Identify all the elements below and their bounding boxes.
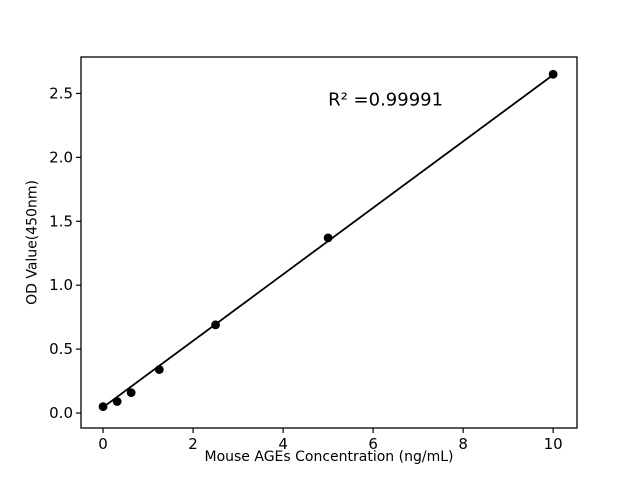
data-series (98, 69, 558, 412)
data-point (211, 320, 220, 330)
data-point (154, 365, 164, 374)
data-point (98, 402, 108, 412)
y-tick-label: 1.0 (49, 276, 73, 294)
r-squared-annotation: R² =0.99991 (328, 89, 443, 110)
plot-area-border (80, 56, 578, 429)
x-tick-label: 6 (368, 435, 378, 453)
data-point (126, 388, 136, 397)
y-tick-label: 2.0 (49, 148, 73, 166)
data-point (323, 233, 333, 243)
data-point (548, 69, 558, 79)
data-point (112, 397, 122, 406)
x-axis-label: Mouse AGEs Concentration (ng/mL) (205, 449, 454, 465)
y-tick-label: 2.5 (49, 84, 73, 102)
axes-ticks: 0 2 4 6 8 10 0.0 0.5 1.0 1.5 2.0 2.5 (49, 84, 563, 453)
y-tick-label: 0.0 (49, 404, 73, 422)
y-axis-label: OD Value(450nm) (25, 180, 41, 305)
x-tick-label: 0 (98, 435, 108, 453)
y-tick-label: 1.5 (49, 212, 73, 230)
x-tick-label: 2 (188, 435, 198, 453)
x-tick-label: 10 (544, 435, 563, 453)
x-tick-label: 8 (458, 435, 468, 453)
y-tick-label: 0.5 (49, 340, 73, 358)
x-tick-label: 4 (278, 435, 288, 453)
